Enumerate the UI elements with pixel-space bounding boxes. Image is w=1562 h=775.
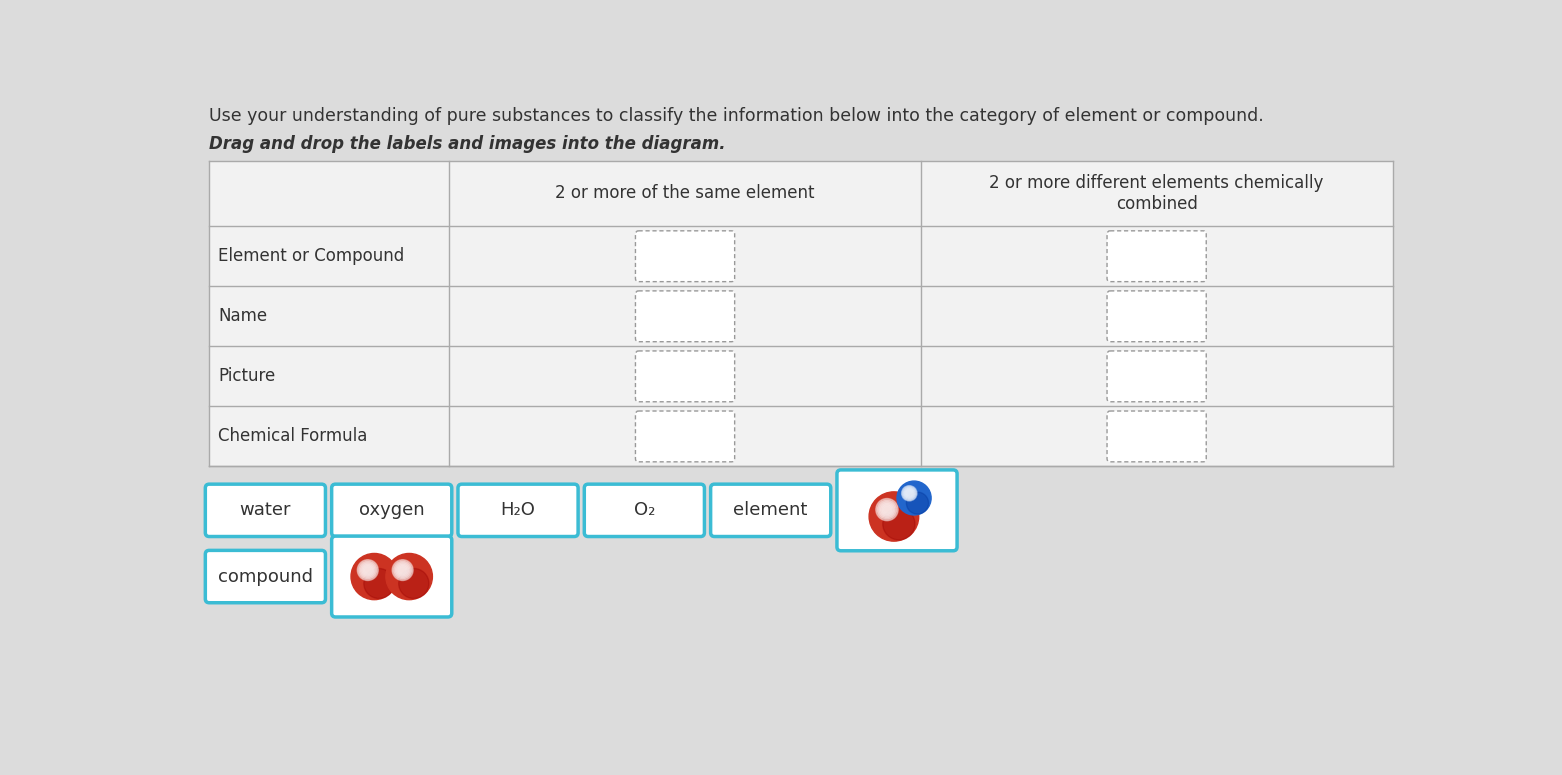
FancyBboxPatch shape [1107, 291, 1206, 342]
Circle shape [868, 492, 918, 541]
Circle shape [906, 491, 912, 496]
Text: Element or Compound: Element or Compound [219, 247, 405, 265]
FancyBboxPatch shape [1107, 231, 1206, 281]
Circle shape [361, 563, 375, 577]
Text: Picture: Picture [219, 367, 276, 385]
Circle shape [906, 490, 912, 497]
Circle shape [364, 569, 394, 598]
Text: Name: Name [219, 308, 267, 326]
Circle shape [361, 564, 373, 577]
Circle shape [358, 560, 378, 580]
FancyBboxPatch shape [636, 351, 734, 401]
Circle shape [362, 565, 373, 575]
FancyBboxPatch shape [636, 411, 734, 462]
Text: element: element [734, 501, 808, 519]
Text: water: water [239, 501, 291, 519]
FancyBboxPatch shape [205, 484, 325, 536]
Circle shape [394, 561, 412, 579]
Circle shape [398, 565, 408, 575]
FancyBboxPatch shape [837, 470, 958, 551]
Circle shape [879, 501, 895, 518]
FancyBboxPatch shape [458, 484, 578, 536]
Circle shape [397, 564, 409, 577]
Circle shape [359, 561, 376, 579]
Circle shape [876, 498, 898, 521]
FancyBboxPatch shape [711, 484, 831, 536]
Circle shape [364, 567, 372, 574]
Text: Use your understanding of pure substances to classify the information below into: Use your understanding of pure substance… [209, 107, 1264, 125]
FancyBboxPatch shape [331, 536, 451, 617]
Text: Drag and drop the labels and images into the diagram.: Drag and drop the labels and images into… [209, 136, 726, 153]
FancyBboxPatch shape [636, 291, 734, 342]
Circle shape [351, 553, 397, 600]
Circle shape [883, 505, 892, 515]
Circle shape [386, 553, 433, 600]
Text: O₂: O₂ [634, 501, 654, 519]
FancyBboxPatch shape [1107, 411, 1206, 462]
Circle shape [903, 487, 915, 500]
Circle shape [392, 560, 412, 580]
Text: 2 or more different elements chemically
combined: 2 or more different elements chemically … [989, 174, 1325, 213]
Circle shape [904, 489, 914, 498]
Circle shape [878, 500, 897, 519]
Circle shape [881, 503, 893, 516]
FancyBboxPatch shape [1107, 351, 1206, 401]
FancyBboxPatch shape [205, 550, 325, 603]
Circle shape [398, 569, 430, 598]
Circle shape [400, 567, 406, 574]
Text: H₂O: H₂O [500, 501, 536, 519]
Circle shape [883, 506, 890, 513]
Text: compound: compound [217, 567, 312, 586]
Text: Chemical Formula: Chemical Formula [219, 428, 369, 446]
FancyBboxPatch shape [584, 484, 704, 536]
Circle shape [906, 492, 928, 514]
Circle shape [897, 481, 931, 515]
Bar [209, 160, 1393, 467]
Circle shape [395, 563, 411, 577]
Text: 2 or more of the same element: 2 or more of the same element [556, 184, 815, 202]
FancyBboxPatch shape [636, 231, 734, 281]
FancyBboxPatch shape [331, 484, 451, 536]
Text: oxygen: oxygen [359, 501, 425, 519]
Circle shape [883, 508, 915, 540]
Circle shape [904, 487, 915, 499]
Circle shape [901, 486, 917, 501]
